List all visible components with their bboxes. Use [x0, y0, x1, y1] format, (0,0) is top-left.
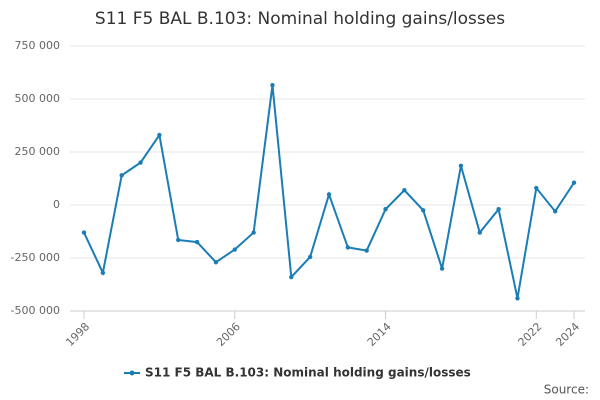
point [383, 207, 388, 212]
x-tick-label: 2006 [214, 320, 243, 349]
point [251, 230, 256, 235]
point [307, 254, 313, 260]
x-tick-label: 2014 [365, 320, 394, 349]
point [270, 83, 275, 88]
y-tick-label: -250 000 [11, 251, 60, 264]
point [477, 230, 482, 235]
line [83, 85, 575, 299]
y-tick-label: 250 000 [15, 145, 61, 158]
point [100, 270, 106, 276]
y-tick-label: -500 000 [11, 304, 60, 317]
y-tick-label: 500 000 [15, 92, 61, 105]
point [496, 207, 501, 212]
point [119, 173, 124, 178]
point [552, 209, 558, 214]
legend-marker [129, 370, 135, 376]
legend-label: S11 F5 BAL B.103: Nominal holding gains/… [145, 366, 471, 380]
point [571, 180, 577, 185]
chart-title: S11 F5 BAL B.103: Nominal holding gains/… [95, 9, 505, 29]
x-tick-label: 2024 [553, 320, 582, 349]
point [138, 160, 143, 165]
point [515, 296, 520, 301]
x-tick-label: 2022 [516, 320, 545, 349]
point [157, 132, 162, 138]
point [421, 208, 426, 213]
point [232, 247, 237, 252]
point [213, 260, 219, 265]
point [402, 187, 407, 193]
point [326, 192, 332, 197]
source: Source: [544, 383, 589, 397]
x-tick-label: 1998 [63, 320, 92, 349]
point [439, 266, 445, 271]
point [534, 185, 539, 191]
point [81, 230, 87, 235]
point [194, 239, 200, 245]
point [458, 163, 464, 168]
point [364, 248, 369, 253]
y-tick-label: 750 000 [15, 39, 61, 52]
y-tick-label: 0 [53, 198, 60, 211]
point [345, 245, 351, 250]
point [176, 237, 181, 243]
point [289, 274, 294, 280]
